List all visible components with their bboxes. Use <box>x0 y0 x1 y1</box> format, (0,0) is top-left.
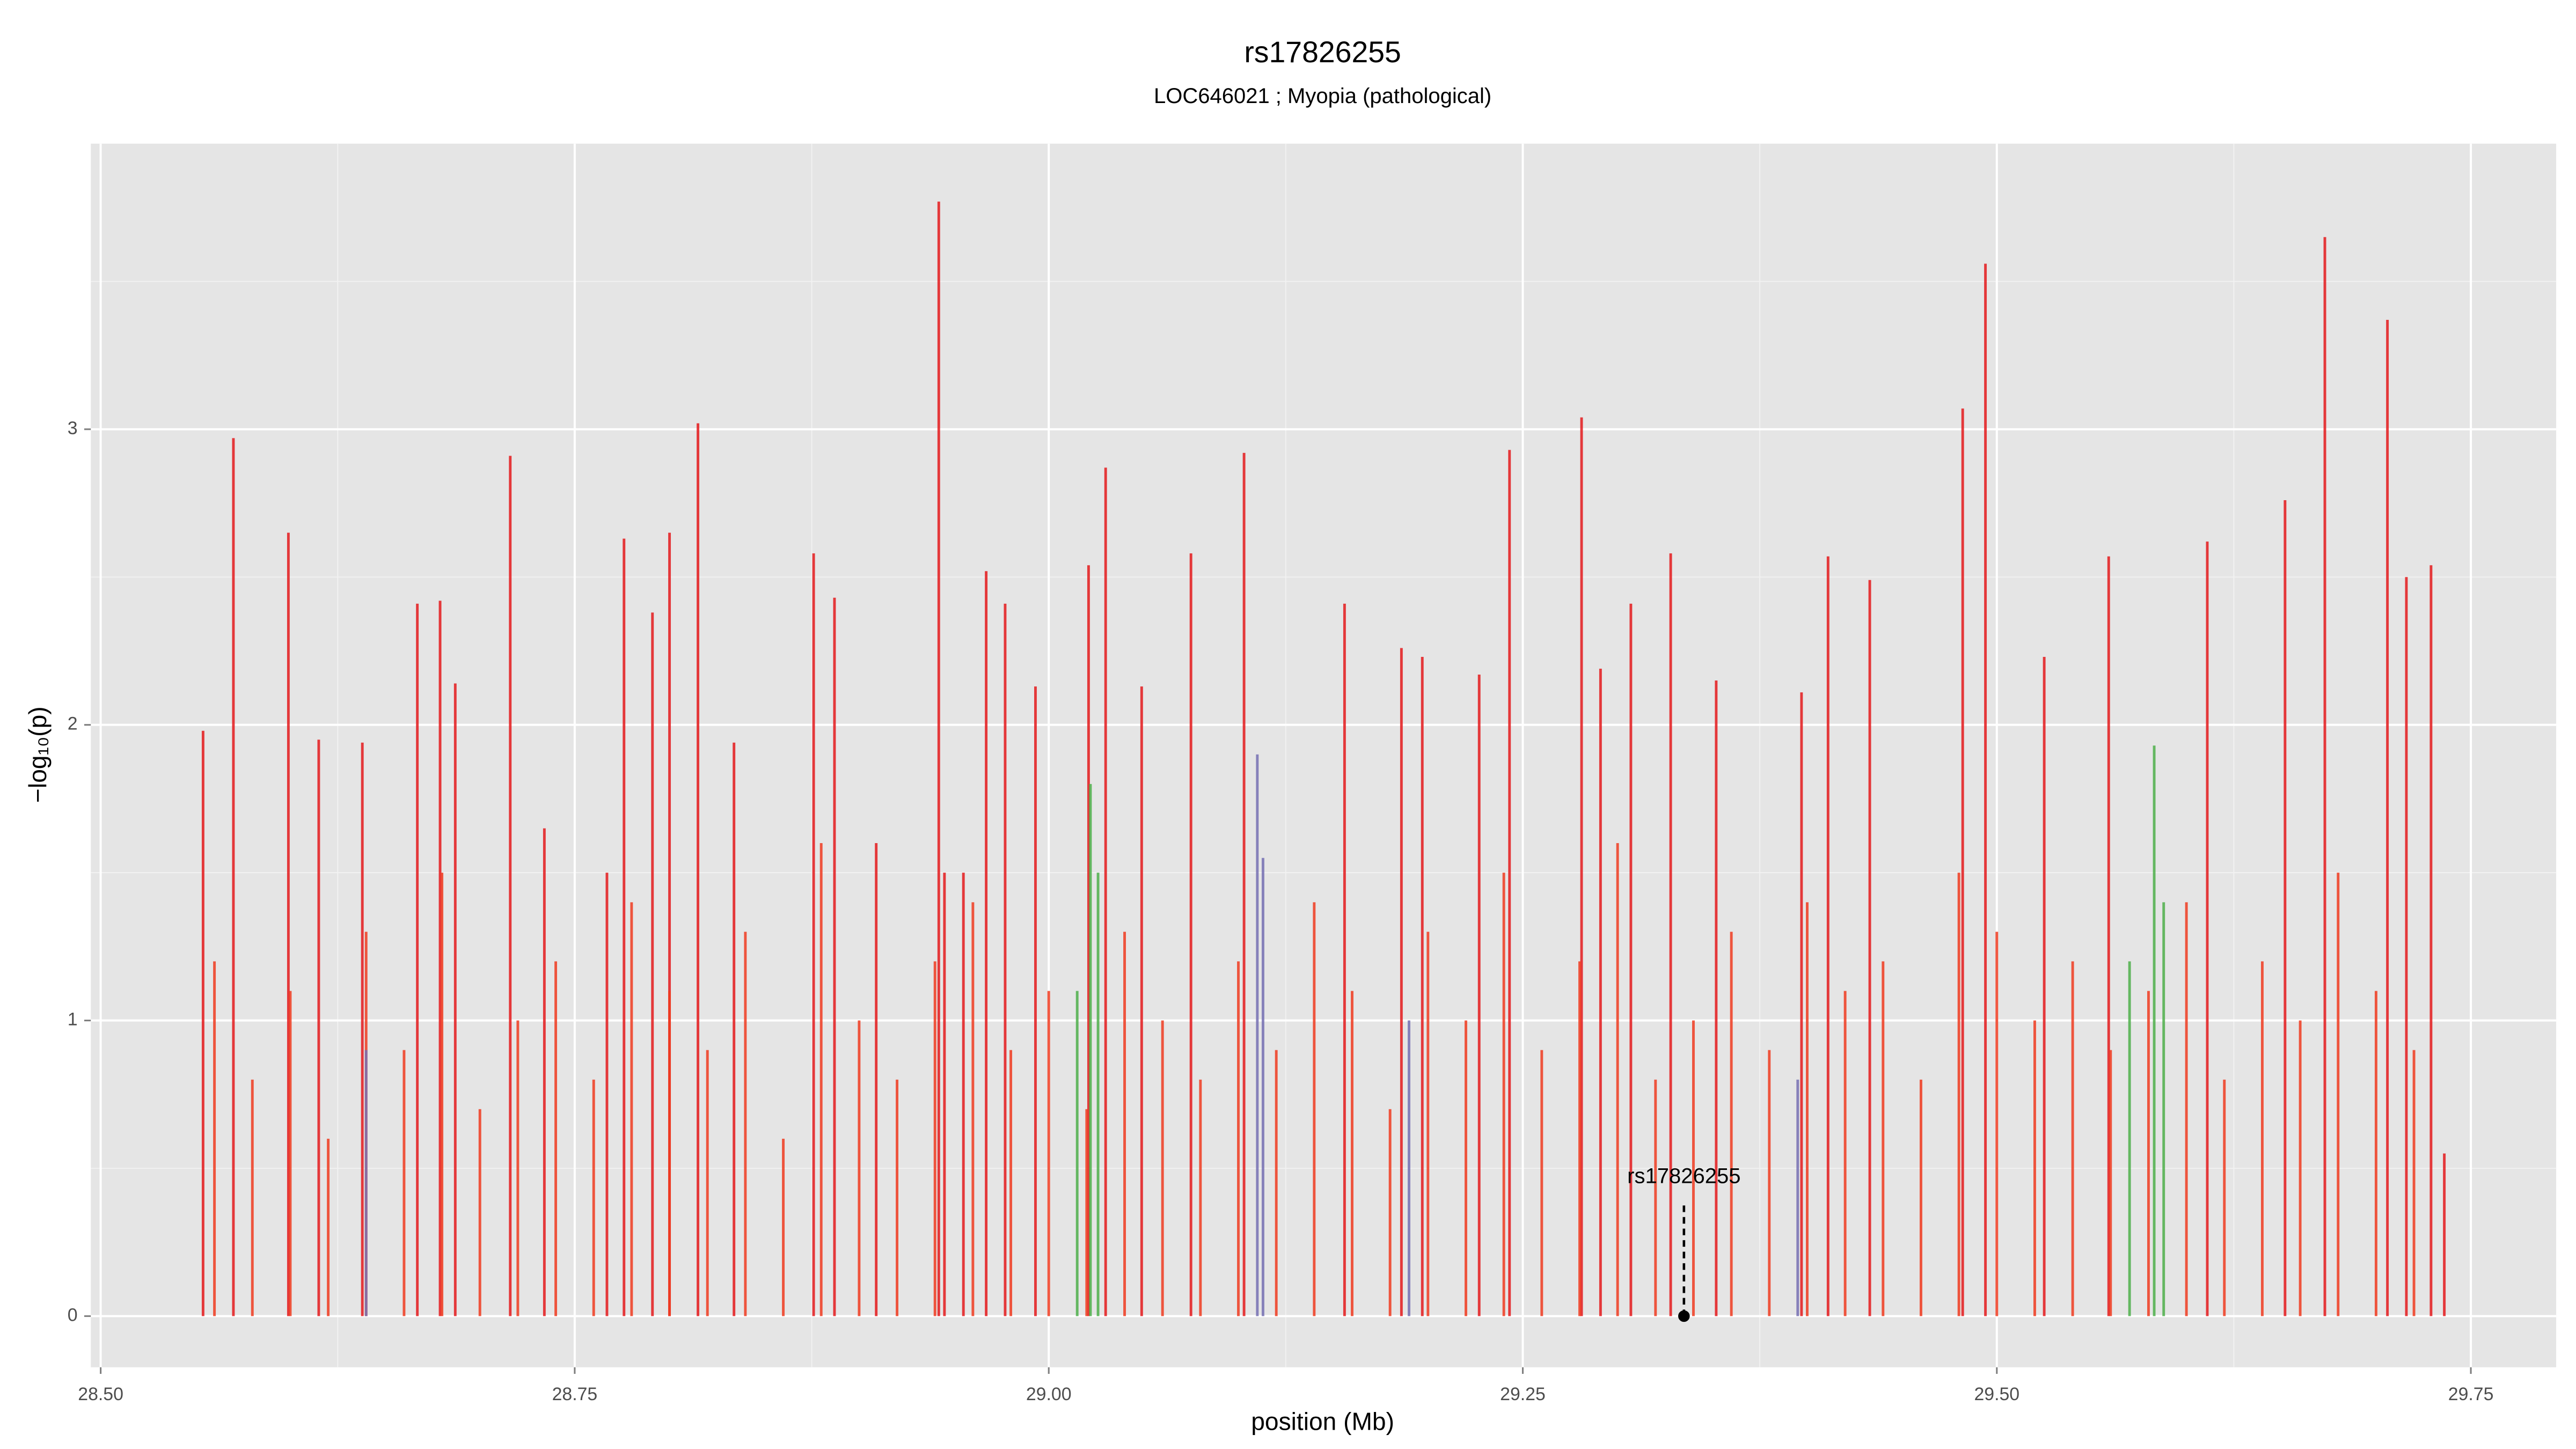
x-tick-label: 28.50 <box>78 1384 123 1404</box>
x-axis-label: position (Mb) <box>1251 1407 1394 1435</box>
x-tick-label: 29.25 <box>1500 1384 1546 1404</box>
x-tick-label: 28.75 <box>552 1384 598 1404</box>
chart-subtitle: LOC646021 ; Myopia (pathological) <box>1154 84 1491 108</box>
y-tick-label: 0 <box>68 1305 78 1325</box>
annotation-label: rs17826255 <box>1627 1164 1740 1188</box>
x-tick-label: 29.50 <box>1974 1384 2019 1404</box>
y-tick-label: 2 <box>68 714 78 734</box>
plot-panel <box>91 143 2557 1367</box>
annotation-point <box>1678 1310 1690 1322</box>
y-tick-label: 3 <box>68 418 78 438</box>
y-axis-label: −log₁₀(p) <box>24 706 52 803</box>
x-tick-label: 29.75 <box>2448 1384 2494 1404</box>
x-tick-label: 29.00 <box>1026 1384 1072 1404</box>
chart-title: rs17826255 <box>1244 35 1401 69</box>
y-tick-label: 1 <box>68 1009 78 1029</box>
